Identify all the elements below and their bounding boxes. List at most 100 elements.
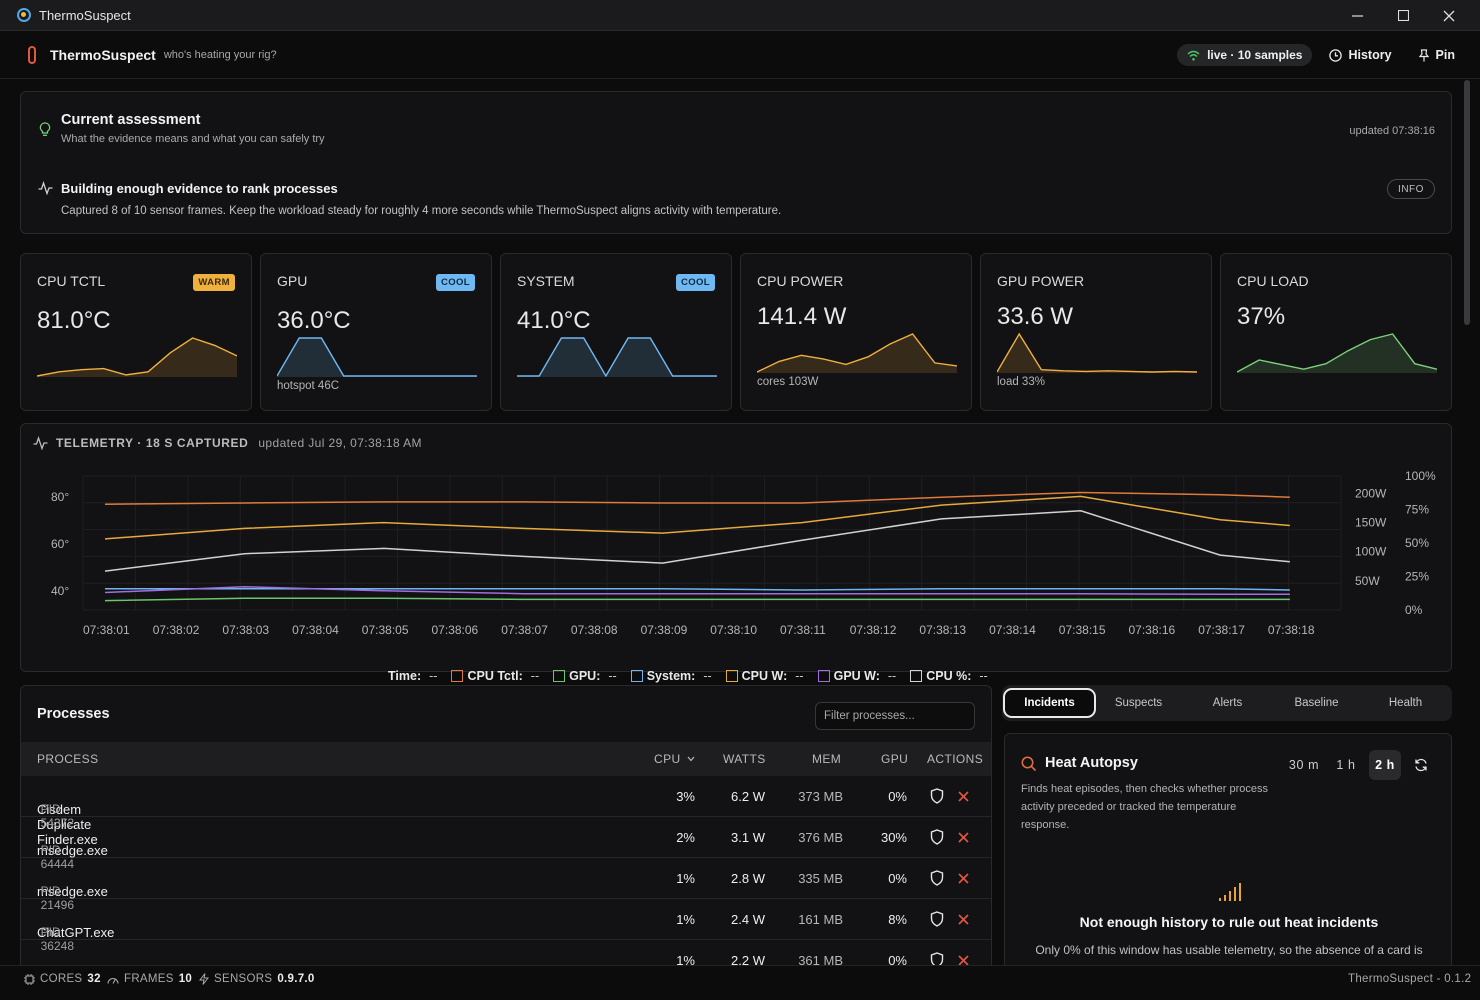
column-cpu-sort[interactable]: CPU <box>654 752 695 766</box>
series-line <box>104 510 1290 572</box>
legend-label: GPU W: <box>833 669 880 683</box>
process-filter-input[interactable]: Filter processes... <box>815 702 975 730</box>
legend-swatch <box>451 670 464 682</box>
column-process[interactable]: PROCESS <box>37 752 99 766</box>
x-tick-label: 07:38:16 <box>1129 623 1176 637</box>
legend-item[interactable]: Time: -- <box>388 669 437 683</box>
kill-process-button[interactable] <box>958 913 969 928</box>
pin-button[interactable]: Pin <box>1409 43 1464 67</box>
range-30m-button[interactable]: 30 m <box>1288 758 1320 772</box>
sensors-label: SENSORS <box>214 973 273 985</box>
process-watts: 3.1 W <box>731 830 765 845</box>
search-icon <box>1021 756 1037 772</box>
x-tick-label: 07:38:06 <box>432 623 479 637</box>
legend-item[interactable]: CPU W: -- <box>725 669 804 683</box>
table-row[interactable]: msedge.exe PID 64444 2% 3.1 W 376 MB 30% <box>21 817 991 871</box>
sparkline-gpu <box>277 337 477 377</box>
legend-item[interactable]: System: -- <box>630 669 712 683</box>
spark-area <box>757 334 957 373</box>
legend-item[interactable]: GPU: -- <box>553 669 617 683</box>
minimize-icon <box>1351 15 1363 17</box>
column-watts[interactable]: WATTS <box>723 752 766 766</box>
legend-label: System: <box>646 669 696 683</box>
card-value: 37% <box>1237 303 1286 330</box>
process-cpu: 2% <box>676 830 695 845</box>
title-bar: ThermoSuspect <box>0 0 1480 31</box>
range-1h-button[interactable]: 1 h <box>1336 758 1356 772</box>
kill-process-button[interactable] <box>958 954 969 969</box>
activity-icon <box>33 436 48 450</box>
assessment-subtitle: What the evidence means and what you can… <box>61 133 325 145</box>
telemetry-title: TELEMETRY · 18 S CAPTURED <box>56 436 249 450</box>
y2-tick-label: 150W <box>1355 516 1387 530</box>
y-tick-label: 40° <box>51 584 69 598</box>
history-button[interactable]: History <box>1320 43 1400 67</box>
series-line <box>104 495 1290 540</box>
y3-tick-label: 0% <box>1405 603 1423 617</box>
close-window-button[interactable] <box>1426 0 1472 31</box>
series-line <box>104 491 1290 505</box>
process-gpu: 8% <box>888 912 907 927</box>
sparkline-cpu-power <box>757 333 957 373</box>
shield-icon <box>930 788 944 804</box>
column-gpu[interactable]: GPU <box>881 752 909 766</box>
protect-button[interactable] <box>930 911 944 930</box>
telemetry-chart[interactable]: 80° 60° 40° 200W 150W 100W 50W 100% 75% 50% 25% 0% 0… <box>21 424 1453 673</box>
chevron-down-icon <box>687 756 695 762</box>
y3-tick-label: 25% <box>1405 570 1429 584</box>
table-row[interactable]: msedge.exe PID 21496 1% 2.8 W 335 MB 0% <box>21 858 991 912</box>
cores-value: 32 <box>87 973 101 985</box>
assessment-panel: Current assessment What the evidence mea… <box>20 91 1452 234</box>
tab-incidents[interactable]: Incidents <box>1003 688 1096 718</box>
page-scrollbar[interactable] <box>1464 80 1470 325</box>
legend-value: -- <box>608 669 617 683</box>
table-row[interactable]: Cisdem Duplicate Finder.exe PID 54372 3% 6… <box>21 776 991 847</box>
tab-suspects[interactable]: Suspects <box>1114 697 1163 709</box>
refresh-button[interactable] <box>1407 750 1435 780</box>
frames-status: FRAMES 10 <box>107 973 192 985</box>
protect-button[interactable] <box>930 870 944 889</box>
card-label: GPU <box>277 273 308 289</box>
card-value: 141.4 W <box>757 303 847 330</box>
kill-process-button[interactable] <box>958 872 969 887</box>
legend-item[interactable]: CPU %: -- <box>910 669 988 683</box>
protect-button[interactable] <box>930 829 944 848</box>
process-gpu: 0% <box>888 871 907 886</box>
insights-panel: Incidents Suspects Alerts Baseline Healt… <box>1002 685 1452 973</box>
lightbulb-icon <box>39 122 51 136</box>
sensors-value: 0.9.7.0 <box>277 973 315 985</box>
column-mem[interactable]: MEM <box>812 752 842 766</box>
wifi-icon <box>1187 50 1200 61</box>
range-2h-button[interactable]: 2 h <box>1369 750 1401 780</box>
spark-line <box>37 337 237 377</box>
history-label: History <box>1348 48 1392 62</box>
minimize-button[interactable] <box>1334 0 1380 31</box>
pin-icon <box>1418 48 1429 61</box>
table-row[interactable]: ChatGPT.exe PID 36248 1% 2.4 W 161 MB 8% <box>21 899 991 953</box>
maximize-button[interactable] <box>1380 0 1426 31</box>
close-icon <box>958 832 969 843</box>
legend-item[interactable]: GPU W: -- <box>817 669 896 683</box>
process-mem: 373 MB <box>798 789 843 804</box>
process-name: msedge.exe PID 21496 <box>37 871 108 912</box>
metric-card-cpu-load: CPU LOAD 37% <box>1220 253 1452 411</box>
x-tick-label: 07:38:11 <box>780 623 826 637</box>
status-badge: WARM <box>193 274 235 291</box>
info-badge: INFO <box>1387 179 1435 199</box>
protect-button[interactable] <box>930 788 944 807</box>
legend-label: CPU W: <box>741 669 788 683</box>
kill-process-button[interactable] <box>958 831 969 846</box>
kill-process-button[interactable] <box>958 790 969 805</box>
tab-health[interactable]: Health <box>1388 697 1423 709</box>
thermometer-icon <box>28 45 36 64</box>
tab-alerts[interactable]: Alerts <box>1212 697 1243 709</box>
legend-item[interactable]: CPU Tctl: -- <box>451 669 539 683</box>
tab-baseline[interactable]: Baseline <box>1294 697 1339 709</box>
status-badge: COOL <box>675 274 715 291</box>
x-tick-label: 07:38:03 <box>222 623 269 637</box>
spark-line <box>277 337 477 377</box>
spark-line <box>1237 333 1437 373</box>
shield-icon <box>930 829 944 845</box>
legend-value: -- <box>530 669 540 683</box>
card-value: 33.6 W <box>997 303 1074 330</box>
